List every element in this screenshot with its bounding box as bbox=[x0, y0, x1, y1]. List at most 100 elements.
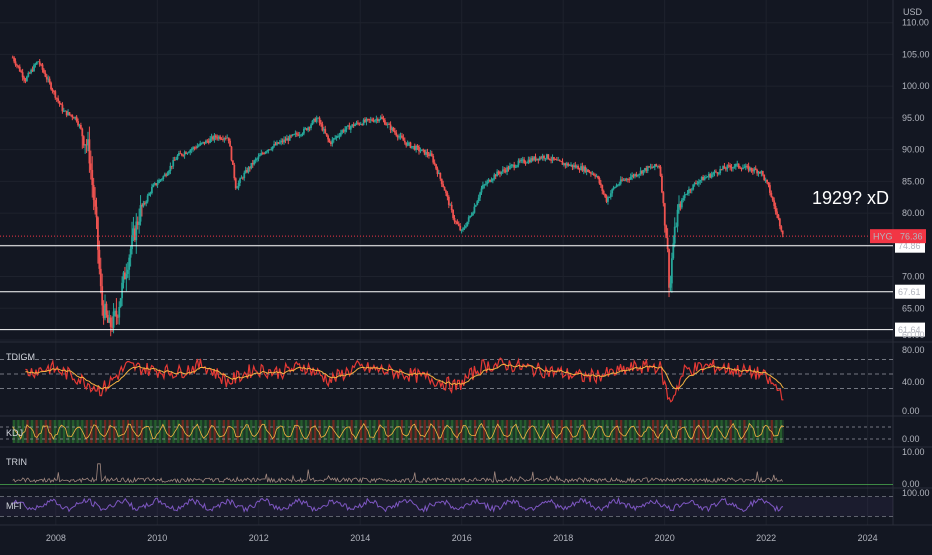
candle-body bbox=[148, 193, 150, 196]
kdj-bar bbox=[551, 420, 554, 443]
kdj-bar bbox=[314, 420, 317, 443]
candle-body bbox=[58, 101, 61, 104]
candle-body bbox=[48, 78, 51, 83]
candle-body bbox=[38, 61, 41, 65]
kdj-bar bbox=[583, 420, 586, 443]
kdj-bar bbox=[620, 420, 623, 443]
candle-body bbox=[719, 168, 722, 174]
kdj-bar bbox=[565, 420, 568, 443]
candle-body bbox=[574, 165, 577, 168]
candle-body bbox=[518, 160, 521, 162]
candle-body bbox=[166, 173, 169, 176]
candle-body bbox=[602, 190, 605, 194]
kdj-bar bbox=[236, 420, 239, 443]
candle-body bbox=[751, 170, 754, 172]
candle-body bbox=[584, 166, 587, 173]
candle-body bbox=[318, 117, 321, 123]
candle-body bbox=[305, 128, 308, 131]
candle-body bbox=[125, 273, 128, 280]
candle-body bbox=[730, 167, 733, 169]
candle-body bbox=[165, 174, 168, 176]
candle-body bbox=[145, 201, 148, 204]
candle-body bbox=[608, 197, 611, 198]
kdj-bar bbox=[569, 420, 572, 443]
kdj-bar bbox=[405, 420, 408, 443]
candle-body bbox=[376, 118, 379, 122]
candle-body bbox=[156, 183, 159, 186]
candle-body bbox=[624, 179, 626, 181]
candle-body bbox=[178, 153, 180, 156]
candle-body bbox=[685, 194, 687, 195]
candle-body bbox=[163, 174, 166, 177]
candle-body bbox=[564, 163, 567, 166]
kdj-bar bbox=[209, 420, 212, 443]
candle-body bbox=[328, 139, 331, 143]
candle-body bbox=[230, 146, 233, 161]
candle-body bbox=[196, 146, 199, 149]
candle-body bbox=[618, 183, 621, 186]
kdj-bar bbox=[181, 420, 184, 443]
candle-body bbox=[428, 154, 430, 157]
candle-body bbox=[545, 154, 548, 159]
kdj-bar bbox=[775, 420, 778, 443]
candle-body bbox=[514, 166, 517, 168]
kdj-bar bbox=[199, 420, 203, 443]
candle-body bbox=[267, 149, 270, 151]
candle-body bbox=[236, 187, 239, 189]
candle-body bbox=[487, 179, 490, 182]
candle-body bbox=[537, 158, 540, 161]
kdj-bar bbox=[286, 420, 289, 443]
candle-body bbox=[170, 165, 173, 167]
candle-body bbox=[162, 176, 165, 180]
candle-body bbox=[778, 218, 781, 227]
candle-body bbox=[229, 140, 231, 147]
candle-body bbox=[274, 144, 277, 146]
candle-body bbox=[203, 141, 206, 144]
candle-body bbox=[534, 156, 537, 161]
candle-body bbox=[381, 117, 383, 119]
kdj-bar bbox=[263, 420, 267, 443]
candle-body bbox=[223, 138, 226, 140]
time-axis[interactable]: 2008 2010 2012 2014 2016 2018 2020 2022 2024 bbox=[46, 533, 878, 543]
candle-body bbox=[67, 112, 69, 116]
trin-pane: 10.00 0.00 bbox=[0, 447, 925, 489]
candle-body bbox=[339, 132, 342, 136]
candle-body bbox=[403, 140, 406, 143]
candle-body bbox=[533, 156, 535, 161]
candle-body bbox=[503, 169, 506, 171]
annotation-text[interactable]: 1929? xD bbox=[812, 188, 889, 208]
last-price-tag bbox=[870, 229, 926, 244]
candle-body bbox=[688, 189, 690, 194]
candle-body bbox=[604, 193, 607, 197]
candle-body bbox=[734, 164, 737, 167]
candle-body bbox=[389, 124, 392, 130]
kdj-bar bbox=[44, 420, 47, 443]
candle-body bbox=[338, 135, 341, 137]
candle-body bbox=[347, 125, 349, 127]
kdj-bar bbox=[473, 420, 477, 443]
candle-body bbox=[261, 153, 264, 155]
kdj-bar bbox=[113, 420, 116, 443]
candle-body bbox=[54, 91, 57, 98]
candle-body bbox=[141, 205, 143, 207]
candle-body bbox=[720, 168, 723, 170]
price-axis[interactable]: 110.00 105.00 100.00 95.00 90.00 85.00 80.00 70… bbox=[902, 18, 930, 340]
kdj-bar bbox=[537, 420, 541, 443]
candle-body bbox=[278, 142, 281, 144]
candle-body bbox=[520, 159, 523, 162]
candle-body bbox=[510, 165, 513, 166]
candle-body bbox=[631, 175, 634, 178]
candle-body bbox=[195, 147, 197, 149]
candle-body bbox=[486, 181, 489, 185]
kdj-bar bbox=[528, 420, 531, 443]
horizontal-levels[interactable]: 74.86 67.61 61.64 HYG 76.36 bbox=[0, 229, 926, 337]
currency-label: USD bbox=[903, 7, 923, 17]
candle-body bbox=[672, 243, 675, 259]
candle-body bbox=[501, 169, 504, 172]
kdj-bar bbox=[359, 420, 362, 443]
candle-body bbox=[764, 179, 767, 181]
candle-body bbox=[240, 177, 243, 179]
kdj-bar bbox=[53, 420, 56, 443]
